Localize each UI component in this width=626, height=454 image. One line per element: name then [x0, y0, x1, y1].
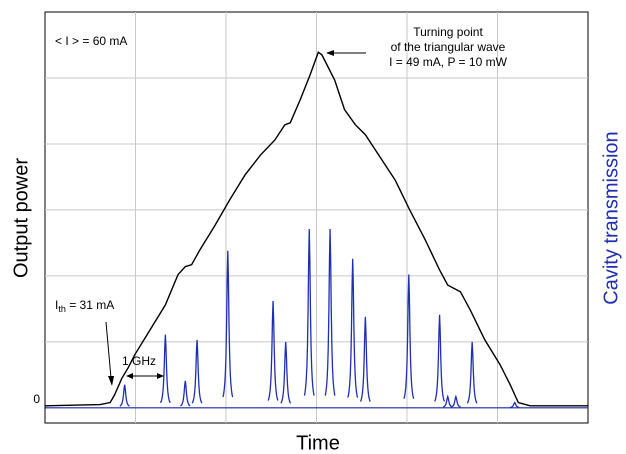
- annotation: < I > = 60 mA: [55, 34, 127, 48]
- annotation-part: th: [58, 304, 66, 314]
- peak: [280, 341, 292, 404]
- peak: [359, 316, 371, 402]
- annotation: Turning point: [413, 25, 483, 39]
- peak: [347, 258, 359, 398]
- y2-axis-label: Cavity transmission: [600, 131, 622, 304]
- peak: [191, 339, 203, 404]
- peak: [450, 394, 461, 408]
- y-axis-label: Output power: [10, 158, 32, 278]
- annotation: 1 GHz: [122, 354, 156, 368]
- marks: [44, 51, 588, 409]
- arrow: [105, 321, 112, 379]
- power-trace: [44, 51, 588, 407]
- annotation: I = 49 mA, P = 10 mW: [389, 55, 508, 69]
- peak: [159, 334, 171, 404]
- peak: [434, 314, 445, 402]
- annotation-part: = 31 mA: [66, 298, 114, 312]
- peak: [180, 380, 191, 407]
- y-tick-label: 0: [33, 392, 40, 406]
- peak: [222, 250, 234, 398]
- arrowhead: [326, 50, 334, 56]
- arrowhead: [108, 376, 114, 386]
- peak: [303, 229, 315, 396]
- annotation: of the triangular wave: [391, 40, 506, 54]
- peak: [403, 274, 415, 399]
- peak: [509, 401, 520, 409]
- annotation: Ith = 31 mA: [55, 298, 114, 314]
- peak: [442, 394, 453, 408]
- peak: [324, 229, 336, 396]
- peak: [119, 384, 130, 407]
- annotation-part: I: [55, 298, 58, 312]
- peak: [466, 341, 478, 404]
- peak: [267, 300, 279, 401]
- x-axis-label: Time: [296, 432, 340, 454]
